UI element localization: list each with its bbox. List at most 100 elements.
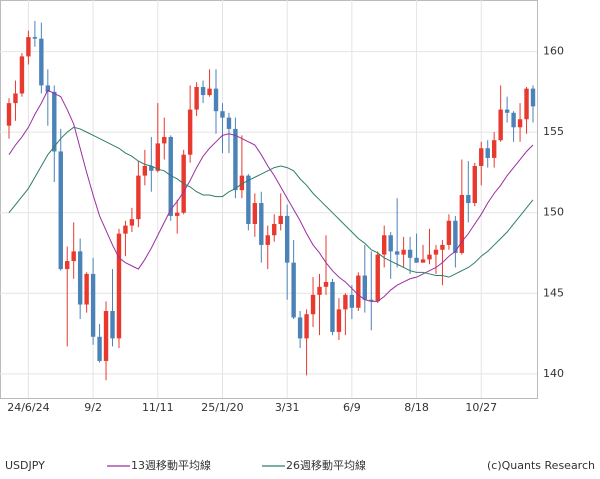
candle-body: [71, 251, 76, 262]
candle-body: [220, 111, 225, 118]
candle-body: [65, 261, 70, 270]
candle-body: [284, 215, 290, 263]
candle-body: [375, 254, 380, 302]
candle-body: [369, 299, 374, 302]
x-tick-label: 24/6/24: [7, 401, 49, 414]
candle-body: [110, 310, 115, 339]
candle-body: [26, 37, 31, 57]
x-tick-label: 9/2: [84, 401, 102, 414]
candle-body: [200, 87, 206, 96]
candle-body: [194, 87, 199, 110]
y-tick-label: 160: [543, 45, 564, 58]
candle-body: [394, 251, 400, 255]
candle-body: [129, 219, 135, 226]
candle-body: [6, 103, 12, 126]
candle-body: [498, 109, 503, 141]
candle-body: [310, 294, 316, 315]
legend-label: 13週移動平均線: [131, 458, 211, 472]
candle-body: [252, 203, 258, 224]
y-tick-label: 140: [543, 367, 564, 380]
candle-body: [32, 37, 38, 39]
candle-body: [272, 223, 277, 236]
candle-body: [317, 286, 322, 295]
candle-body: [433, 249, 439, 255]
candle-body: [446, 220, 452, 245]
candle-body: [207, 88, 212, 96]
candle-body: [19, 56, 25, 94]
candle-body: [13, 93, 18, 104]
candle-body: [517, 119, 523, 128]
candle-body: [226, 117, 232, 129]
legend-candles: USDJPY: [5, 459, 45, 472]
y-tick-label: 145: [543, 286, 564, 299]
candle-body: [116, 233, 122, 339]
x-tick-label: 11/11: [142, 401, 174, 414]
candle-body: [52, 91, 57, 152]
candle-body: [304, 314, 309, 339]
candle-body: [259, 203, 264, 245]
candle-body: [278, 215, 283, 224]
candle-body: [149, 165, 154, 171]
candle-body: [239, 175, 245, 191]
x-tick-label: 25/1/20: [201, 401, 243, 414]
candle-body: [90, 273, 96, 337]
candle-body: [291, 262, 296, 318]
candle-body: [414, 257, 419, 263]
candle-body: [388, 235, 393, 252]
candle-body: [97, 336, 102, 361]
candle-body: [453, 220, 458, 253]
candle-body: [213, 88, 219, 112]
candle-body: [472, 165, 477, 204]
candle-body: [155, 143, 160, 171]
candle-body: [187, 109, 193, 155]
candle-body: [77, 251, 83, 305]
y-tick-label: 155: [543, 125, 564, 138]
candle-body: [136, 175, 141, 220]
candle-body: [343, 294, 348, 310]
candle-body: [466, 194, 471, 204]
x-tick-label: 10/27: [465, 401, 497, 414]
x-tick-label: 8/18: [404, 401, 429, 414]
candle-body: [162, 136, 167, 144]
candle-body: [504, 109, 510, 113]
candle-body: [530, 88, 536, 107]
candle-body: [103, 310, 109, 361]
candle-body: [58, 151, 63, 270]
candle-body: [84, 273, 89, 305]
candle-body: [440, 244, 445, 250]
y-tick-label: 150: [543, 206, 564, 219]
candle-body: [524, 88, 529, 120]
legend-label: 26週移動平均線: [286, 458, 366, 472]
candle-body: [401, 249, 406, 255]
x-tick-label: 3/31: [275, 401, 300, 414]
candle-body: [427, 254, 432, 260]
candle-body: [142, 165, 148, 176]
candle-body: [407, 249, 413, 258]
candle-body: [491, 140, 497, 158]
candle-body: [459, 194, 465, 253]
candle-body: [246, 175, 251, 224]
moving-average-line: [8, 89, 534, 302]
candle-body: [382, 235, 387, 255]
candle-body: [330, 281, 335, 332]
candle-body: [233, 128, 238, 191]
x-tick-label: 6/9: [343, 401, 361, 414]
plot-frame: [0, 0, 538, 399]
candle-body: [356, 275, 361, 308]
candle-body: [297, 317, 303, 339]
moving-average-line: [8, 126, 534, 278]
candle-body: [168, 136, 173, 216]
candle-body: [265, 235, 270, 245]
candle-body: [420, 259, 426, 263]
source: (c)Quants Research: [487, 459, 595, 472]
candle-body: [45, 85, 51, 92]
candle-body: [39, 38, 44, 86]
candle-body: [174, 212, 180, 216]
candle-body: [511, 112, 516, 128]
candle-body: [123, 225, 128, 234]
candle-body: [336, 309, 342, 332]
candle-body: [362, 275, 368, 300]
candle-body: [479, 148, 484, 166]
candle-body: [349, 294, 355, 308]
